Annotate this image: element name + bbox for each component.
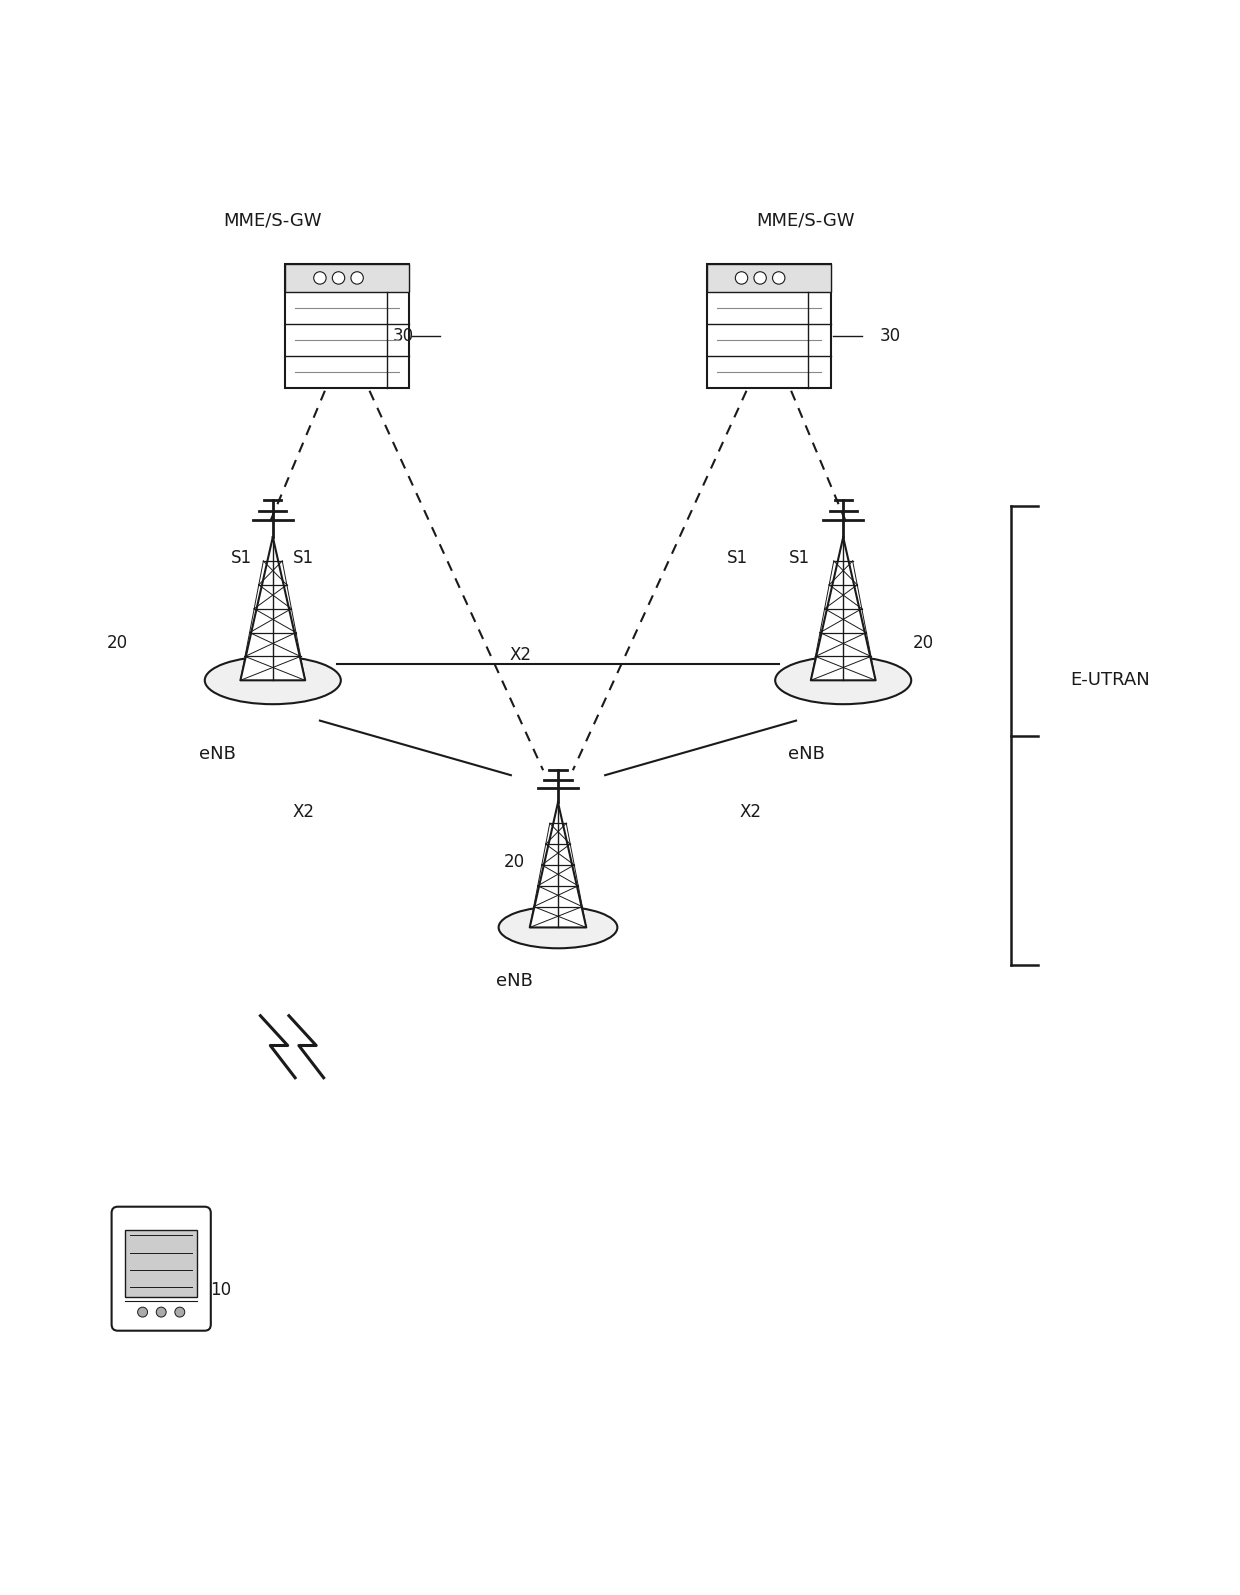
Text: 30: 30 <box>879 327 901 345</box>
Ellipse shape <box>498 906 618 949</box>
Text: E-UTRAN: E-UTRAN <box>1070 671 1149 689</box>
Circle shape <box>175 1308 185 1317</box>
Polygon shape <box>241 538 305 681</box>
Text: MME/S-GW: MME/S-GW <box>756 212 856 230</box>
Text: 20: 20 <box>107 633 129 651</box>
Bar <box>285 265 409 292</box>
Text: eNB: eNB <box>198 745 236 762</box>
Text: X2: X2 <box>293 804 315 821</box>
Text: eNB: eNB <box>787 745 825 762</box>
Ellipse shape <box>775 657 911 703</box>
Text: MME/S-GW: MME/S-GW <box>223 212 322 230</box>
Circle shape <box>138 1308 148 1317</box>
Text: 20: 20 <box>913 633 935 651</box>
Text: S1: S1 <box>727 549 749 568</box>
Text: 20: 20 <box>503 853 526 871</box>
Text: X2: X2 <box>510 646 532 664</box>
Polygon shape <box>811 538 875 681</box>
Text: 30: 30 <box>392 327 414 345</box>
Ellipse shape <box>205 657 341 703</box>
Text: eNB: eNB <box>496 971 533 990</box>
Circle shape <box>735 271 748 284</box>
Circle shape <box>156 1308 166 1317</box>
Circle shape <box>314 271 326 284</box>
Text: X2: X2 <box>739 804 761 821</box>
Bar <box>285 265 409 388</box>
Polygon shape <box>529 802 587 927</box>
Text: S1: S1 <box>231 549 253 568</box>
Circle shape <box>332 271 345 284</box>
Circle shape <box>773 271 785 284</box>
Circle shape <box>754 271 766 284</box>
Text: 10: 10 <box>210 1281 232 1298</box>
Text: S1: S1 <box>789 549 811 568</box>
Circle shape <box>351 271 363 284</box>
Bar <box>707 265 831 292</box>
FancyBboxPatch shape <box>112 1207 211 1330</box>
Bar <box>707 265 831 388</box>
Bar <box>125 1230 197 1297</box>
Text: S1: S1 <box>293 549 315 568</box>
